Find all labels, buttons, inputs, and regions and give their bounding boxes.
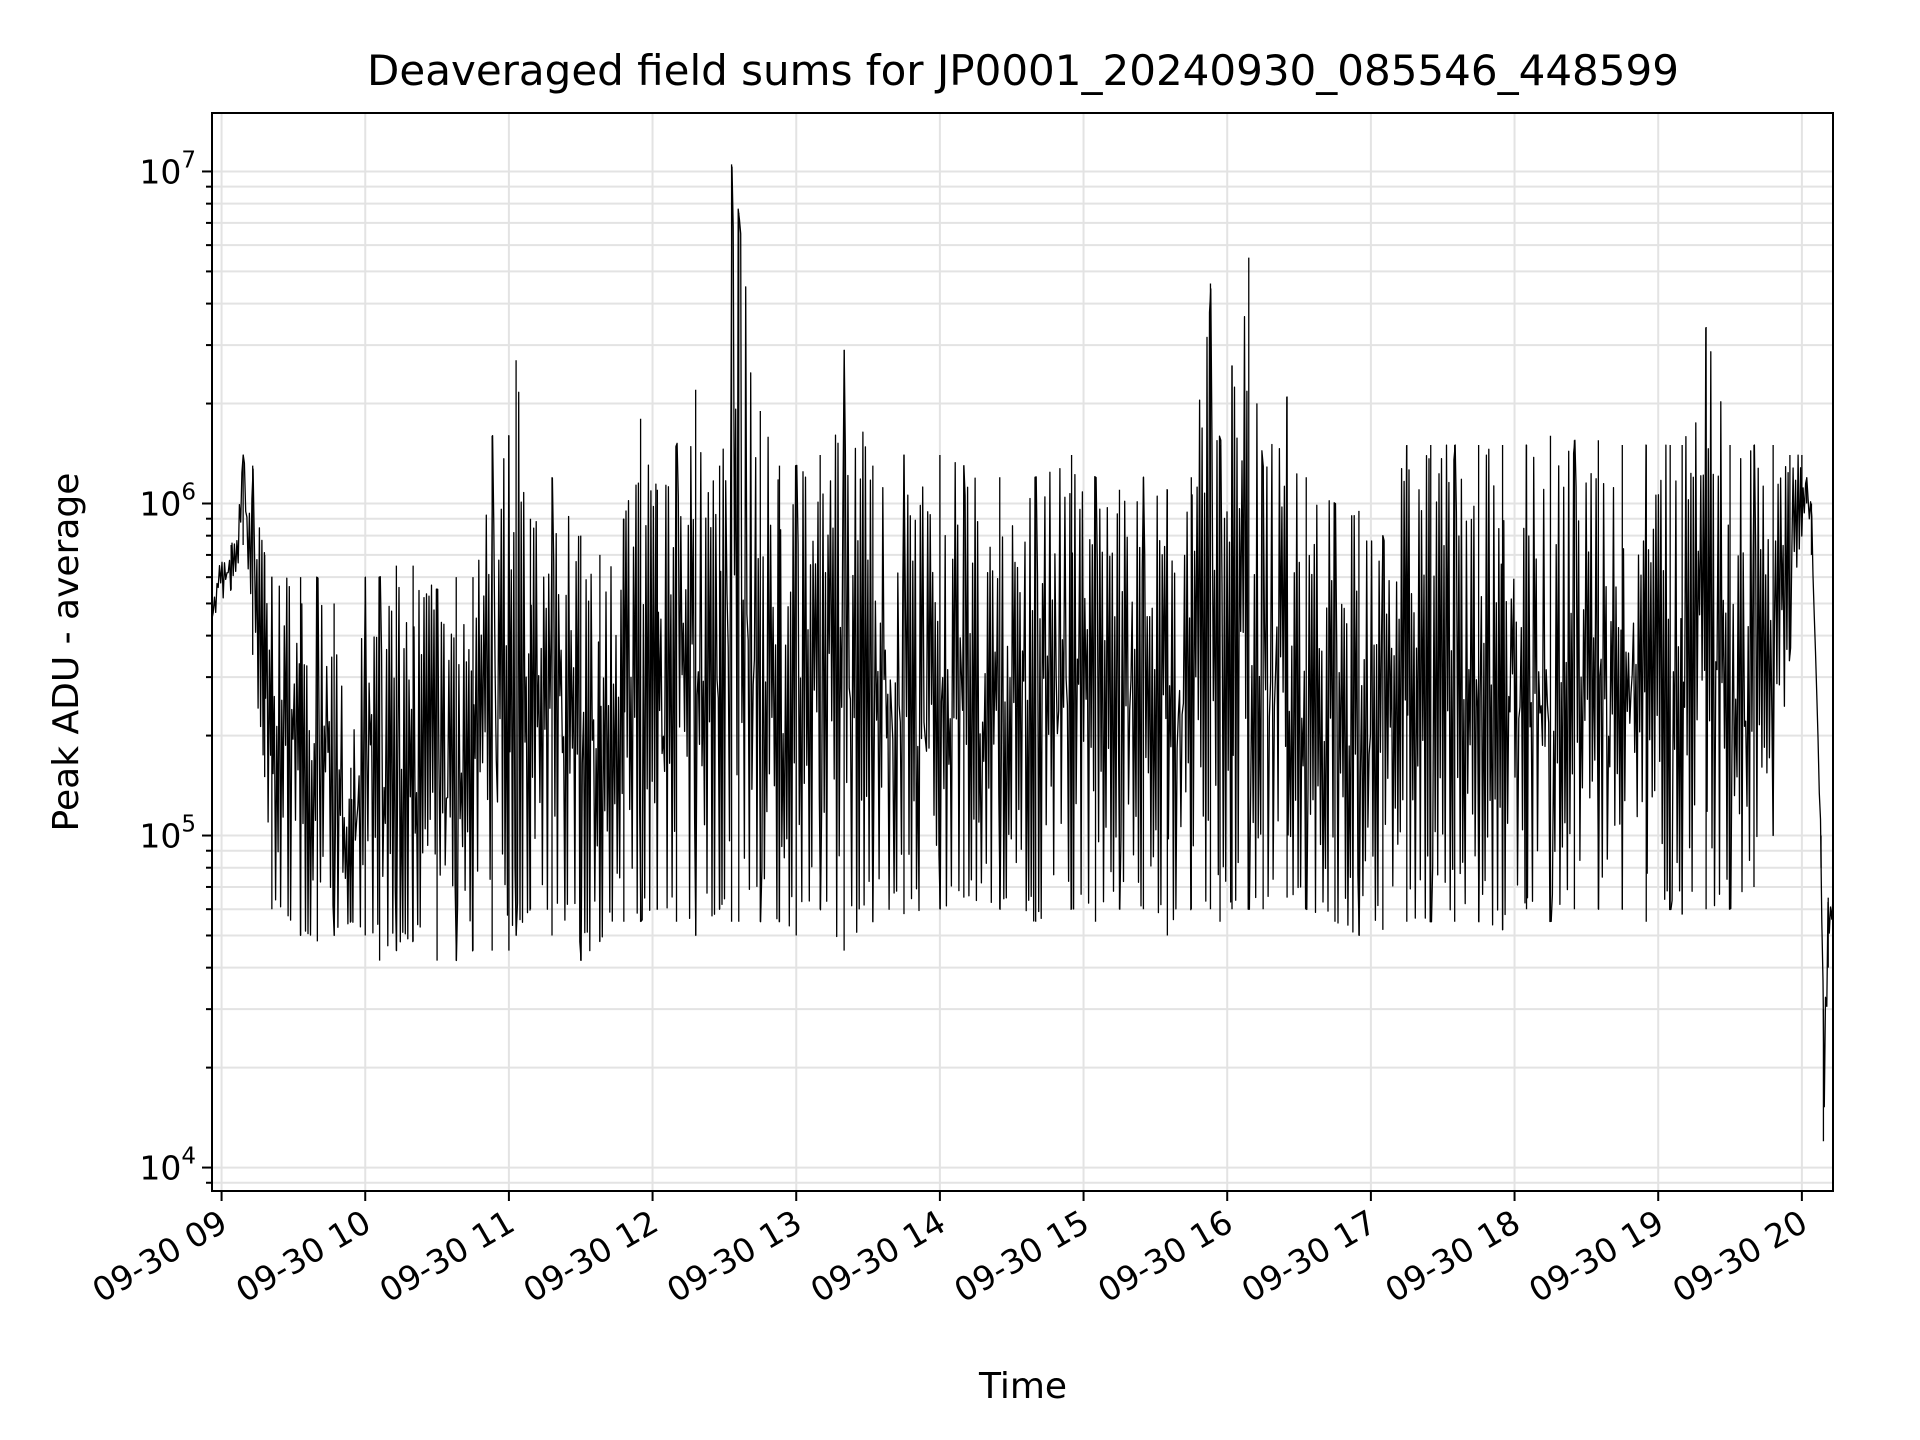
- y-tick-label: 105: [139, 812, 196, 856]
- x-tick-label: 09-30 17: [1235, 1202, 1383, 1310]
- y-axis-ticks: 104 105 106 107: [139, 147, 212, 1188]
- x-tick-label: 09-30 11: [373, 1202, 521, 1310]
- x-tick-label: 09-30 15: [948, 1202, 1096, 1310]
- x-tick-label: 09-30 09: [86, 1202, 234, 1310]
- x-tick-label: 09-30 13: [660, 1202, 808, 1310]
- x-tick-label: 09-30 14: [804, 1202, 952, 1310]
- y-tick-label: 107: [139, 147, 196, 191]
- x-tick-label: 09-30 19: [1522, 1202, 1670, 1310]
- series-line: [211, 166, 1834, 1108]
- x-tick-label: 09-30 20: [1666, 1202, 1814, 1310]
- chart-title: Deaveraged field sums for JP0001_2024093…: [367, 46, 1679, 95]
- data-series: [211, 164, 1834, 1142]
- x-tick-label: 09-30 16: [1091, 1202, 1239, 1310]
- x-tick-label: 09-30 10: [229, 1202, 377, 1310]
- plot-frame: [211, 112, 1834, 1192]
- x-tick-label: 09-30 18: [1379, 1202, 1527, 1310]
- x-axis-label: Time: [978, 1366, 1067, 1407]
- x-tick-label: 09-30 12: [517, 1202, 665, 1310]
- y-axis-label: Peak ADU - average: [46, 473, 87, 832]
- y-tick-label: 106: [139, 480, 196, 524]
- y-tick-label: 104: [139, 1144, 196, 1188]
